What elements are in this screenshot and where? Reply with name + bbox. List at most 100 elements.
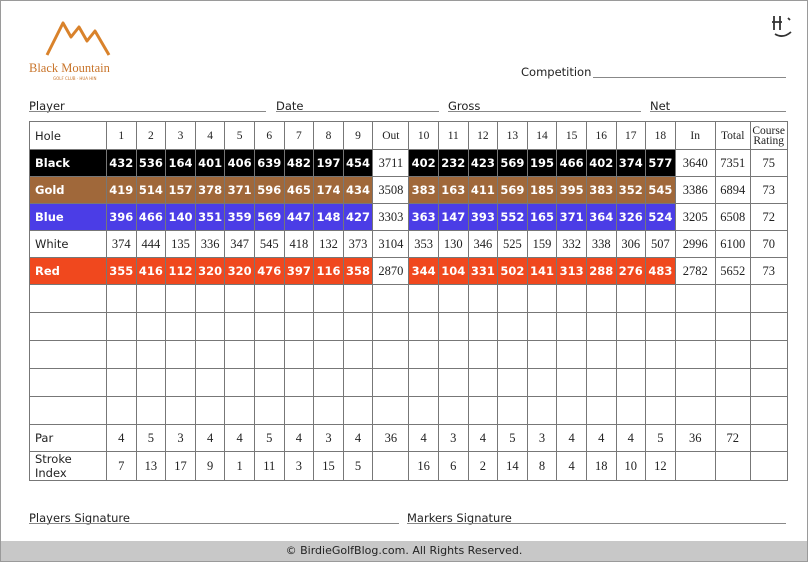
table-cell: 148: [313, 203, 344, 231]
table-cell: 7: [106, 451, 137, 481]
table-cell: [408, 312, 439, 341]
table-cell: 4: [585, 424, 617, 452]
table-cell: 13: [135, 451, 167, 481]
field-line: [593, 77, 786, 78]
table-row: Gold 419 514 157 378 371 596 465 174 434 3508 383 16…: [29, 176, 788, 204]
table-cell: 12: [645, 451, 676, 481]
table-cell: 569: [253, 203, 285, 231]
table-cell: 351: [194, 203, 226, 231]
table-cell: [749, 396, 788, 425]
table-cell: [615, 396, 647, 425]
table-cell: Black: [29, 149, 107, 177]
table-cell: [313, 340, 344, 369]
table-cell: 5: [497, 424, 528, 452]
table-cell: [674, 396, 716, 425]
table-cell: [313, 368, 344, 397]
table-cell: 434: [342, 176, 374, 204]
table-cell: [645, 312, 676, 341]
table-cell: 524: [645, 203, 676, 231]
table-cell: 116: [313, 257, 344, 285]
blank-row: [29, 284, 788, 313]
table-cell: 185: [526, 176, 558, 204]
table-cell: [615, 284, 647, 313]
table-cell: 8: [313, 121, 344, 150]
table-cell: [342, 284, 374, 313]
table-cell: 17: [615, 121, 647, 150]
table-cell: [194, 396, 226, 425]
table-cell: [165, 396, 196, 425]
table-cell: 72: [714, 424, 751, 452]
table-cell: [714, 312, 751, 341]
table-cell: [165, 312, 196, 341]
table-cell: 16: [585, 121, 617, 150]
table-cell: Par: [29, 424, 107, 452]
table-cell: 569: [497, 149, 528, 177]
table-cell: 402: [585, 149, 617, 177]
table-cell: [224, 368, 255, 397]
field-label: Player: [29, 99, 65, 113]
table-cell: [674, 284, 716, 313]
table-cell: 147: [437, 203, 469, 231]
table-cell: [714, 396, 751, 425]
table-cell: [106, 284, 137, 313]
table-cell: [253, 312, 285, 341]
table-cell: 374: [106, 230, 137, 258]
table-cell: 73: [749, 257, 788, 285]
table-cell: [372, 368, 410, 397]
table-cell: [194, 368, 226, 397]
table-cell: 1: [106, 121, 137, 150]
table-cell: 331: [467, 257, 499, 285]
table-cell: 374: [615, 149, 647, 177]
table-cell: [372, 284, 410, 313]
table-cell: 104: [437, 257, 469, 285]
table-cell: [283, 368, 315, 397]
table-cell: [165, 284, 196, 313]
table-cell: 4: [224, 424, 255, 452]
table-cell: 383: [408, 176, 439, 204]
table-cell: 3386: [674, 176, 716, 204]
table-cell: 13: [497, 121, 528, 150]
table-row: Stroke Index 7 13 17 9 1 11 3 15 5 16 6 2 14 8 4 18 10 12: [29, 451, 788, 481]
table-cell: 70: [749, 230, 788, 258]
table-cell: [615, 340, 647, 369]
field-line: [276, 111, 439, 112]
table-cell: [497, 368, 528, 397]
table-cell: [467, 284, 499, 313]
table-cell: 4: [194, 121, 226, 150]
table-cell: 502: [497, 257, 528, 285]
table-cell: 447: [283, 203, 315, 231]
table-cell: 358: [342, 257, 374, 285]
table-cell: 336: [194, 230, 226, 258]
table-cell: [29, 340, 107, 369]
table-cell: [408, 284, 439, 313]
table-cell: [342, 312, 374, 341]
field-label: Net: [650, 99, 671, 113]
table-cell: 5652: [714, 257, 751, 285]
table-cell: [556, 368, 587, 397]
table-cell: 419: [106, 176, 137, 204]
table-cell: [165, 340, 196, 369]
table-cell: Course Rating: [749, 121, 788, 150]
table-cell: [467, 312, 499, 341]
table-cell: 112: [165, 257, 196, 285]
table-cell: [497, 340, 528, 369]
table-cell: 2996: [674, 230, 716, 258]
table-row: White 374 444 135 336 347 545 418 132 373 3104 353 1…: [29, 230, 788, 258]
table-cell: [253, 396, 285, 425]
table-cell: 545: [253, 230, 285, 258]
table-cell: 465: [283, 176, 315, 204]
table-cell: [106, 368, 137, 397]
table-cell: [467, 340, 499, 369]
table-cell: [497, 312, 528, 341]
table-cell: 3104: [372, 230, 410, 258]
table-cell: 7: [283, 121, 315, 150]
table-cell: 355: [106, 257, 137, 285]
table-cell: 397: [283, 257, 315, 285]
table-cell: 4: [615, 424, 647, 452]
table-cell: 514: [135, 176, 167, 204]
table-cell: 596: [253, 176, 285, 204]
table-cell: 371: [556, 203, 587, 231]
table-cell: 396: [106, 203, 137, 231]
table-cell: [372, 312, 410, 341]
